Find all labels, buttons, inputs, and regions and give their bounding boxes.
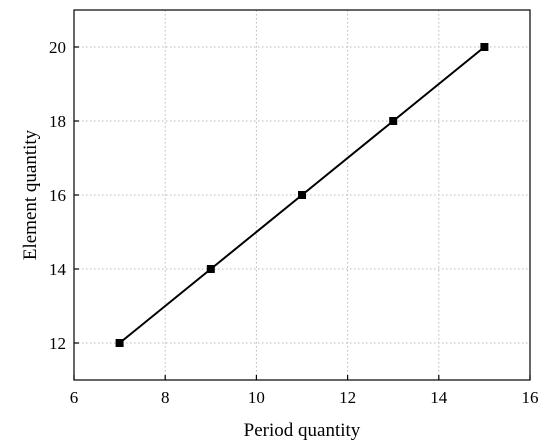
data-point-marker [206,265,215,273]
x-tick-label: 14 [430,388,448,407]
x-tick-label: 16 [522,388,539,407]
y-tick-label: 12 [49,334,66,353]
x-tick-label: 12 [339,388,356,407]
data-point-marker [298,191,306,199]
x-axis-title: Period quantity [244,420,361,441]
y-tick-label: 14 [49,260,67,279]
data-point-marker [480,43,489,51]
x-tick-label: 6 [70,388,79,407]
x-tick-label: 10 [248,388,265,407]
x-tick-label: 8 [161,388,170,407]
y-tick-label: 20 [49,38,66,57]
data-point-marker [389,117,398,125]
y-axis-title: Element quantity [20,129,41,260]
tick-layer: 6 8 10 12 14 16 12 14 16 18 20 [49,38,539,407]
data-point-marker [115,339,124,347]
series-layer [115,43,489,347]
y-tick-label: 16 [49,186,66,205]
y-tick-label: 18 [49,112,66,131]
